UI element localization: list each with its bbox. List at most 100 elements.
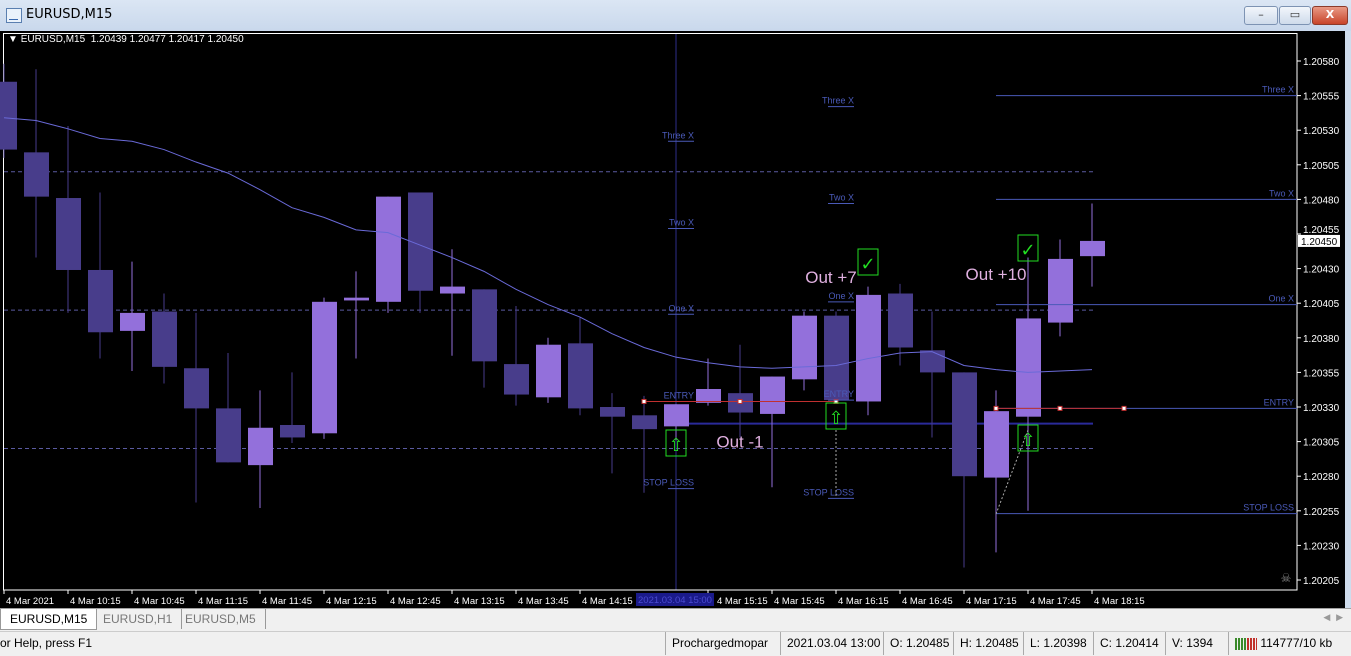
time-tick-label: 4 Mar 10:15 [70,596,121,607]
collapse-triangle-icon[interactable]: ▼ [8,34,18,45]
tab-eurusd-m5[interactable]: EURUSD,M5 [176,609,266,629]
bull-candle [1048,258,1073,323]
bear-candle [472,289,497,362]
checkmark-icon: ✓ [860,254,875,275]
title-bar: EURUSD,M15 – ▭ X [0,0,1351,31]
candlestick-chart[interactable]: Three X Two X One X ENTRY STOP LOSS ⇧ Out -1 Th… [0,31,1345,608]
tab-eurusd-h1[interactable]: EURUSD,H1 [94,609,183,629]
connection-bars-icon [1235,637,1257,650]
bull-candle [312,301,337,434]
entry-marker [641,398,647,404]
price-tick-label: 1.20455 [1303,225,1340,236]
bear-candle [888,293,913,348]
trade-result-label: Out -1 [716,433,763,452]
time-tick-label: 4 Mar 12:15 [326,596,377,607]
status-traffic: 114777/10 kb [1228,632,1332,655]
time-tick-label: 4 Mar 2021 [6,596,54,607]
bull-candle [760,376,785,414]
trade-level-label: ENTRY [1264,397,1294,407]
price-tick-label: 1.20280 [1303,472,1340,483]
status-help: or Help, press F1 [0,636,93,650]
trade-level-label: ENTRY [824,389,854,399]
price-tick-label: 1.20555 [1303,92,1340,103]
bull-candle [248,427,273,466]
trade-level-label: Three X [1262,85,1294,95]
trade-result-label: Out +7 [805,268,857,287]
up-arrow-icon: ⇧ [828,408,843,429]
trade-level-label: Three X [822,96,854,106]
time-tick-label: 4 Mar 17:15 [966,596,1017,607]
price-tick-label: 1.20255 [1303,507,1340,518]
time-tick-label: 4 Mar 17:45 [1030,596,1081,607]
checkmark-icon: ✓ [1020,240,1035,261]
entry-marker [737,398,743,404]
time-tick-label: 4 Mar 16:45 [902,596,953,607]
trade-level-label: One X [1268,294,1294,304]
crosshair-time-label: 2021.03.04 15:00 [638,595,712,606]
chart-symbol: EURUSD,M15 [20,34,86,45]
maximize-button[interactable]: ▭ [1279,6,1311,25]
skull-icon: ☠ [1281,571,1292,585]
bull-candle [440,286,465,294]
window-title: EURUSD,M15 [26,7,113,22]
price-tick-label: 1.20580 [1303,57,1340,68]
bear-candle [56,198,81,270]
bull-candle [696,389,721,403]
bear-candle [600,407,625,417]
time-tick-label: 4 Mar 14:15 [582,596,633,607]
bull-candle [856,294,881,402]
trade-level-label: One X [668,303,694,313]
status-profile[interactable]: Prochargedmopar [665,632,768,655]
time-tick-label: 4 Mar 16:15 [838,596,889,607]
bull-candle [120,312,145,331]
entry-marker [1121,405,1127,411]
time-tick-label: 4 Mar 15:45 [774,596,825,607]
status-high: H: 1.20485 [953,632,1019,655]
chart-header: ▼ EURUSD,M15 1.20439 1.20477 1.20417 1.2… [8,34,244,45]
bear-candle [216,408,241,463]
buy-signal-box [1017,424,1039,452]
price-tick-label: 1.20380 [1303,334,1340,345]
close-button[interactable]: X [1312,6,1348,25]
bear-candle [184,368,209,409]
trade-level-label: Two X [669,217,694,227]
entry-marker [993,405,999,411]
bull-candle [1080,240,1105,257]
time-tick-label: 4 Mar 11:45 [262,596,312,607]
current-price-label: 1.20450 [1301,237,1338,248]
price-tick-label: 1.20355 [1303,368,1340,379]
trade-level-label: One X [828,291,854,301]
bear-candle [824,315,849,401]
bear-candle [920,350,945,373]
price-tick-label: 1.20405 [1303,299,1340,310]
bear-candle [88,269,113,333]
chart-area[interactable]: Three X Two X One X ENTRY STOP LOSS ⇧ Out -1 Th… [0,31,1345,608]
price-tick-label: 1.20305 [1303,438,1340,449]
time-tick-label: 4 Mar 10:45 [134,596,185,607]
bull-candle [344,297,369,301]
bear-candle [0,81,17,150]
status-datetime: 2021.03.04 13:00 [780,632,880,655]
bear-candle [952,372,977,477]
trade-level-label: ENTRY [664,390,694,400]
bull-candle [984,411,1009,478]
time-tick-label: 4 Mar 13:15 [454,596,505,607]
tab-eurusd-m15[interactable]: EURUSD,M15 [0,609,98,630]
bear-candle [280,424,305,438]
bull-candle [792,315,817,380]
time-tick-label: 4 Mar 13:45 [518,596,569,607]
trade-level-label: STOP LOSS [803,487,854,497]
bear-candle [632,415,657,430]
entry-marker [1057,405,1063,411]
minimize-button[interactable]: – [1244,6,1278,25]
chart-frame [3,33,1298,591]
trade-result-label: Out +10 [966,265,1027,284]
status-open: O: 1.20485 [883,632,949,655]
status-low: L: 1.20398 [1023,632,1087,655]
bear-candle [568,343,593,409]
trade-connector [995,429,1029,515]
status-bar: or Help, press F1 Prochargedmopar 2021.0… [0,631,1351,656]
buy-signal-box [825,402,847,430]
tab-scroll-arrows[interactable]: ◀ ▶ [1323,613,1343,623]
price-tick-label: 1.20230 [1303,541,1340,552]
